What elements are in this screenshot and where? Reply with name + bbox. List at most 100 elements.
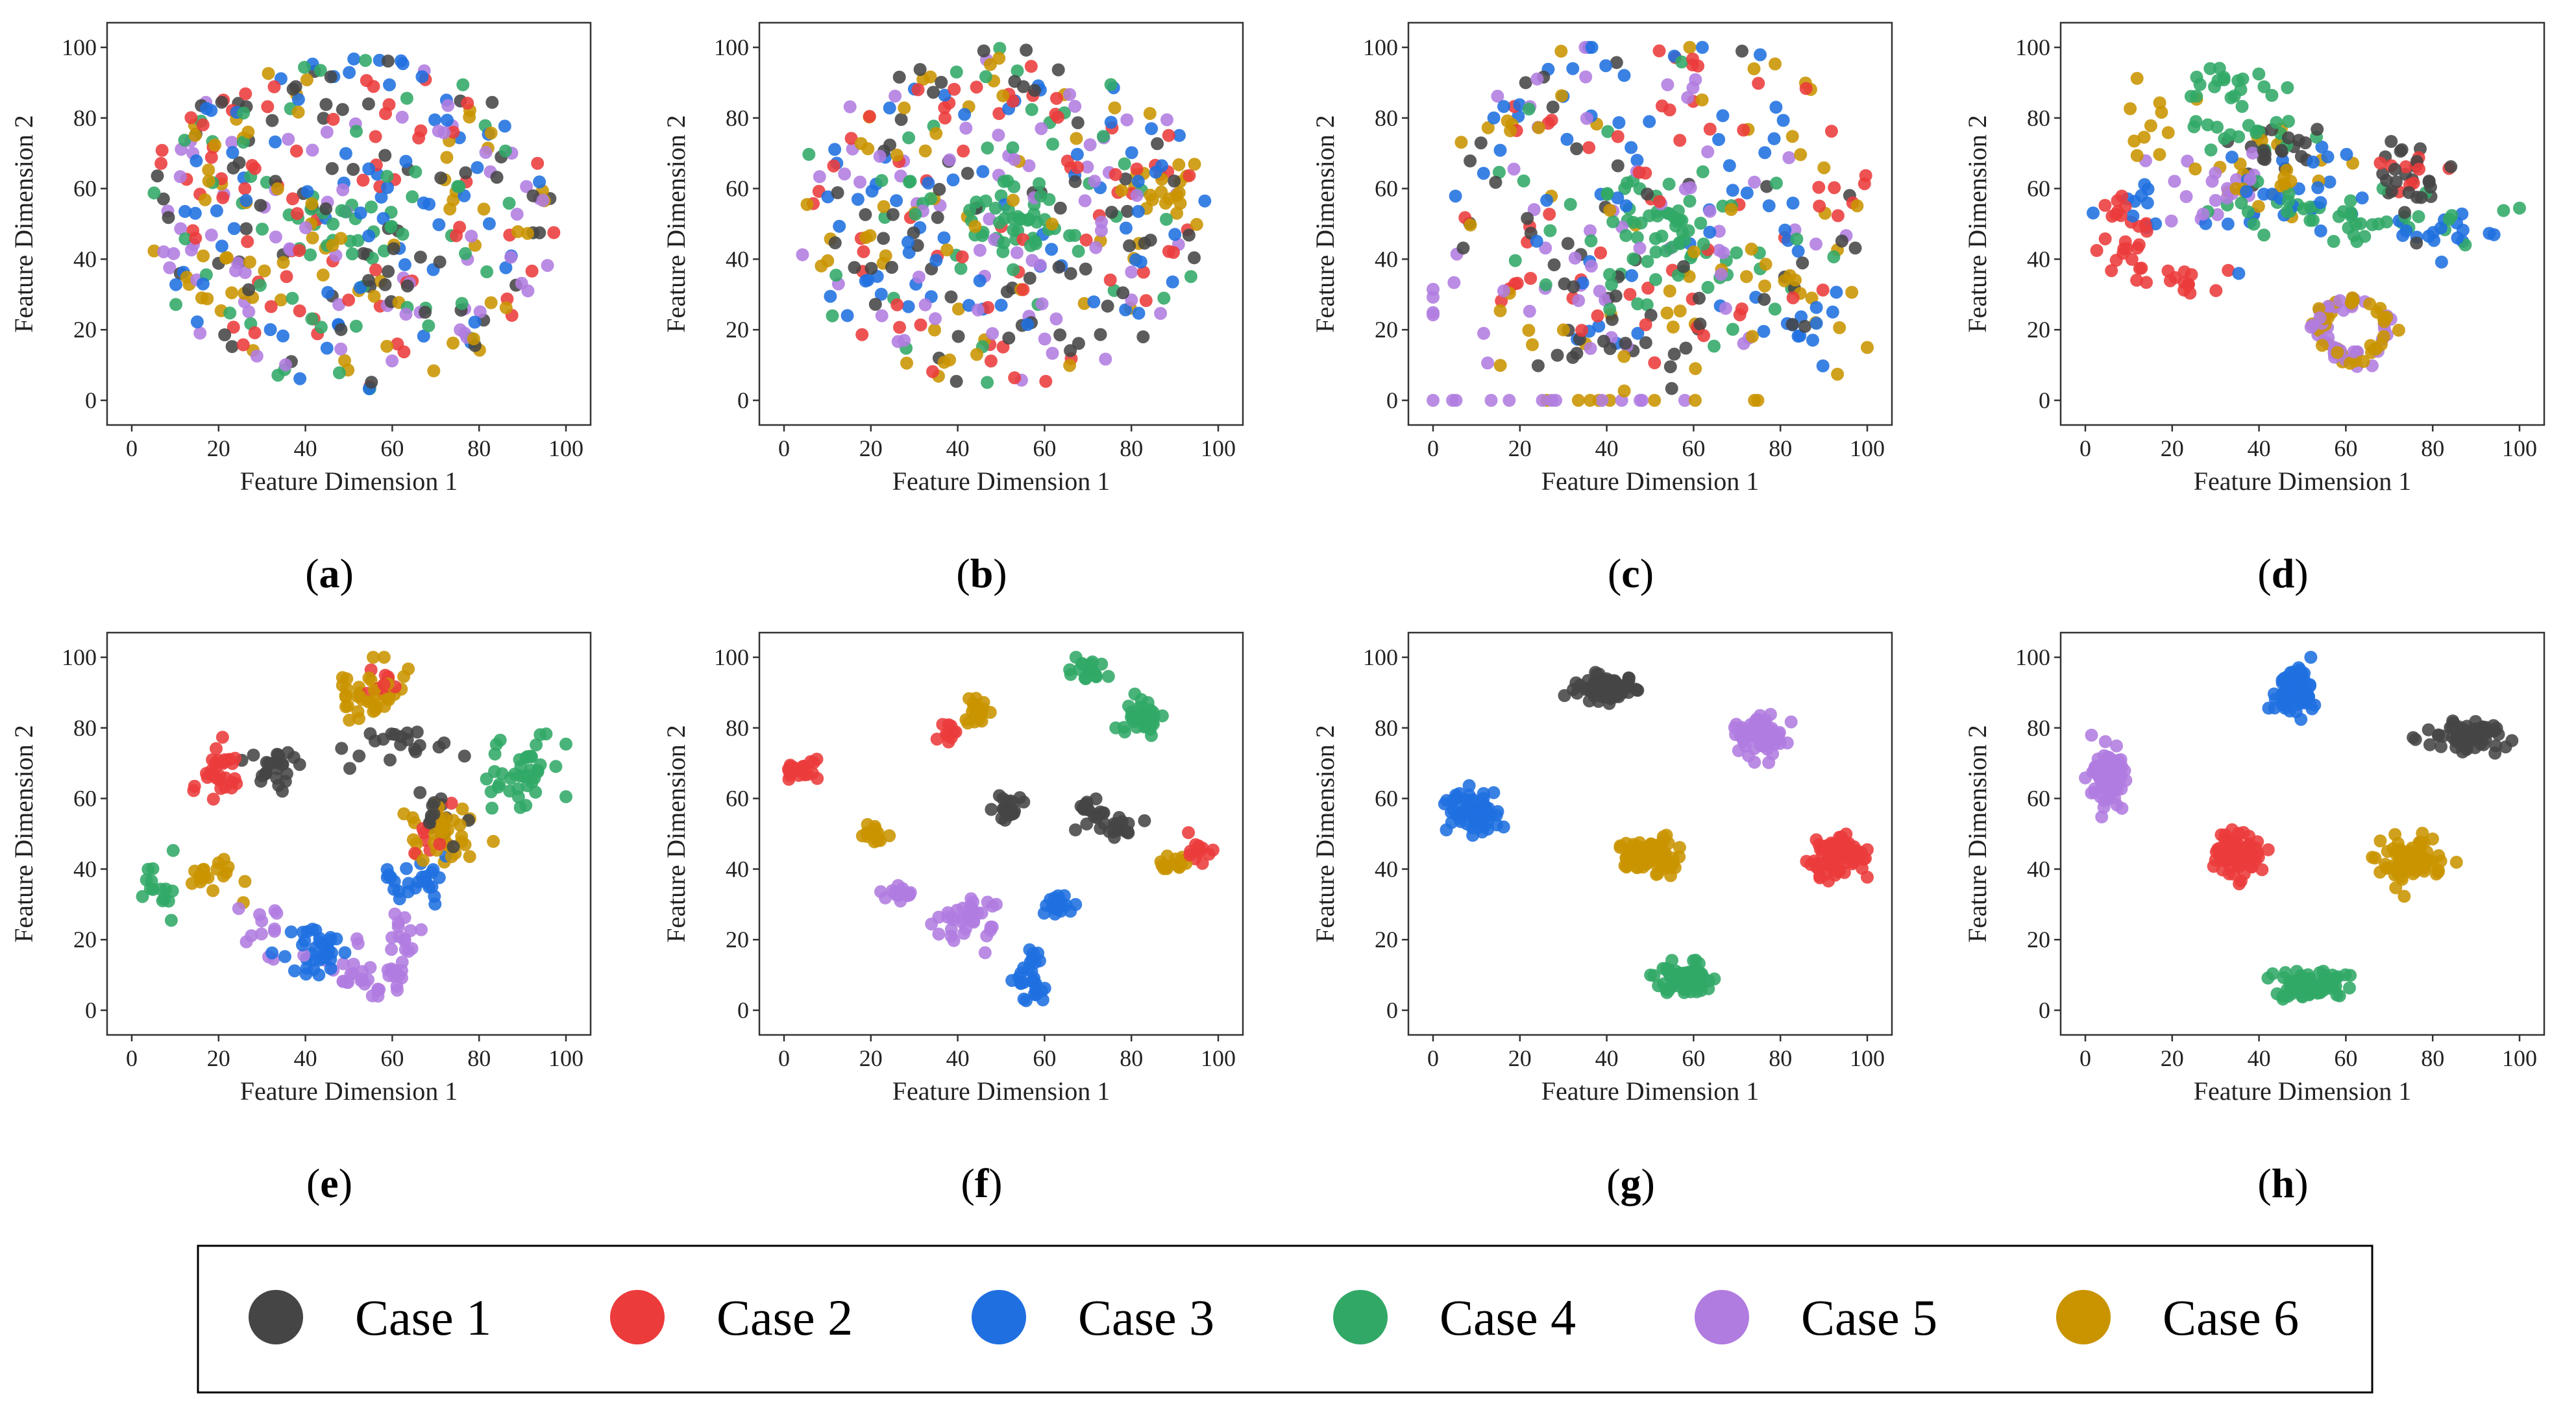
point-case-2 bbox=[1103, 273, 1117, 287]
point-case-1 bbox=[1570, 142, 1584, 156]
point-case-4 bbox=[2282, 187, 2296, 200]
x-tick-label: 20 bbox=[207, 435, 230, 461]
point-case-4 bbox=[1007, 263, 1020, 276]
point-case-6 bbox=[397, 670, 411, 683]
point-case-3 bbox=[1726, 184, 1739, 197]
point-case-5 bbox=[229, 264, 243, 278]
point-case-4 bbox=[2187, 120, 2201, 134]
point-case-6 bbox=[1617, 384, 1631, 398]
point-case-4 bbox=[1701, 280, 1715, 294]
point-case-2 bbox=[810, 753, 824, 766]
point-case-3 bbox=[321, 285, 335, 299]
y-tick-label: 20 bbox=[1375, 317, 1398, 343]
x-axis-label: Feature Dimension 1 bbox=[240, 1076, 458, 1106]
point-case-6 bbox=[1673, 841, 1686, 855]
point-case-5 bbox=[242, 305, 256, 319]
point-case-1 bbox=[381, 55, 395, 68]
point-case-2 bbox=[206, 792, 220, 806]
point-case-2 bbox=[2261, 843, 2275, 856]
point-case-2 bbox=[267, 80, 281, 93]
point-case-4 bbox=[2279, 965, 2292, 979]
point-case-5 bbox=[157, 245, 171, 259]
point-case-4 bbox=[534, 758, 547, 771]
point-case-1 bbox=[1168, 175, 1181, 188]
point-case-6 bbox=[197, 249, 210, 263]
point-case-1 bbox=[2477, 738, 2490, 751]
point-case-3 bbox=[2340, 147, 2353, 161]
point-case-5 bbox=[2243, 173, 2257, 186]
point-case-6 bbox=[1648, 394, 1662, 407]
x-tick-label: 0 bbox=[126, 1045, 138, 1071]
point-case-2 bbox=[890, 298, 904, 311]
point-case-3 bbox=[1776, 114, 1790, 127]
point-case-3 bbox=[1173, 128, 1186, 142]
point-case-5 bbox=[515, 276, 528, 290]
point-case-1 bbox=[1667, 347, 1681, 361]
point-case-6 bbox=[340, 682, 354, 696]
point-case-2 bbox=[938, 111, 951, 125]
point-case-2 bbox=[2216, 863, 2229, 877]
x-tick-label: 20 bbox=[207, 1045, 230, 1071]
point-case-5 bbox=[2179, 190, 2193, 203]
point-case-1 bbox=[1144, 234, 1157, 247]
point-case-5 bbox=[981, 895, 994, 909]
y-axis-label: Feature Dimension 2 bbox=[1310, 725, 1340, 943]
point-case-6 bbox=[1190, 217, 1203, 231]
point-case-5 bbox=[255, 914, 269, 928]
point-case-1 bbox=[1665, 382, 1678, 395]
point-case-1 bbox=[1597, 334, 1610, 348]
point-case-5 bbox=[971, 303, 985, 317]
point-case-6 bbox=[484, 127, 498, 140]
point-case-2 bbox=[264, 300, 278, 313]
point-case-4 bbox=[2332, 210, 2346, 223]
point-case-5 bbox=[2107, 775, 2121, 788]
point-case-5 bbox=[1762, 756, 1776, 770]
point-case-6 bbox=[416, 854, 430, 867]
point-case-6 bbox=[1155, 185, 1168, 199]
point-case-6 bbox=[350, 690, 364, 703]
point-case-3 bbox=[239, 194, 253, 207]
point-case-6 bbox=[983, 58, 997, 71]
point-case-4 bbox=[1601, 187, 1614, 200]
legend-entry-case-1: Case 1 bbox=[249, 1289, 491, 1346]
point-case-6 bbox=[2363, 297, 2377, 311]
y-tick-label: 40 bbox=[73, 246, 97, 272]
panel-h: 0 20 40 60 80 100 0 20 40 60 80 100 Feature Dimensio… bbox=[1963, 631, 2545, 1206]
point-case-6 bbox=[1143, 106, 1157, 120]
point-case-3 bbox=[2355, 191, 2369, 204]
point-case-3 bbox=[293, 372, 307, 385]
point-case-4 bbox=[1144, 713, 1157, 727]
point-case-5 bbox=[1750, 726, 1763, 740]
point-case-1 bbox=[319, 202, 333, 215]
point-case-6 bbox=[2394, 870, 2408, 884]
point-case-3 bbox=[1643, 115, 1656, 128]
point-case-4 bbox=[529, 785, 543, 799]
point-case-2 bbox=[433, 838, 447, 851]
point-case-1 bbox=[400, 279, 414, 293]
point-case-6 bbox=[443, 202, 457, 216]
point-case-4 bbox=[359, 54, 373, 67]
point-case-1 bbox=[1069, 823, 1082, 836]
point-case-3 bbox=[1465, 808, 1478, 822]
point-case-2 bbox=[981, 300, 995, 314]
point-case-1 bbox=[365, 376, 378, 389]
point-case-6 bbox=[197, 862, 211, 876]
point-case-2 bbox=[2209, 284, 2223, 297]
point-case-2 bbox=[2249, 841, 2263, 855]
point-case-2 bbox=[1632, 165, 1646, 179]
point-case-6 bbox=[1745, 242, 1758, 256]
point-case-6 bbox=[467, 332, 480, 346]
point-case-1 bbox=[1123, 239, 1136, 252]
point-case-4 bbox=[508, 768, 522, 781]
point-case-4 bbox=[178, 134, 191, 147]
point-case-2 bbox=[1136, 265, 1150, 279]
point-case-3 bbox=[1619, 199, 1633, 213]
point-case-1 bbox=[1002, 332, 1016, 345]
point-case-2 bbox=[855, 328, 869, 341]
point-case-4 bbox=[2329, 979, 2342, 993]
point-case-2 bbox=[1673, 134, 1687, 147]
legend-label: Case 2 bbox=[717, 1289, 853, 1346]
point-case-3 bbox=[284, 925, 298, 939]
point-case-4 bbox=[1626, 252, 1640, 265]
point-case-1 bbox=[388, 727, 402, 741]
